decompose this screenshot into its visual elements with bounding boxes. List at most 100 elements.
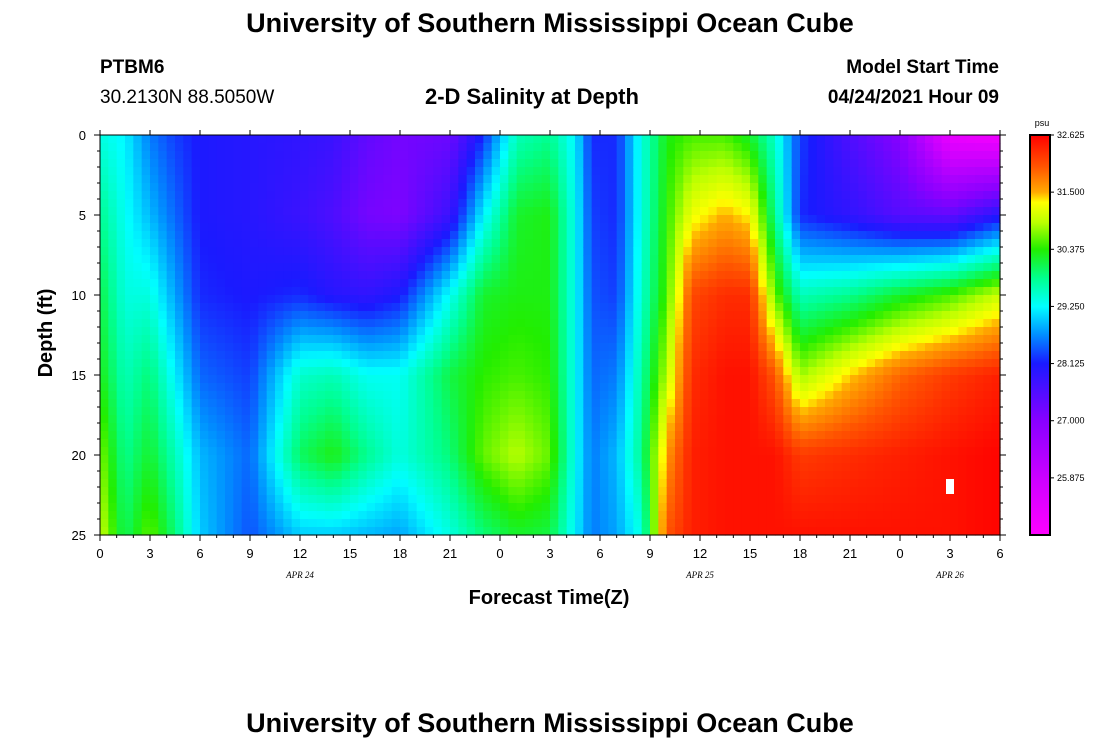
heatmap-cell	[625, 215, 634, 224]
heatmap-cell	[308, 511, 318, 520]
heatmap-cell	[141, 183, 151, 192]
heatmap-cell	[316, 423, 326, 432]
heatmap-cell	[283, 191, 293, 200]
heatmap-cell	[416, 439, 426, 448]
heatmap-cell	[216, 511, 226, 520]
heatmap-cell	[150, 511, 159, 520]
heatmap-cell	[358, 471, 368, 480]
heatmap-cell	[400, 511, 409, 520]
heatmap-cell	[783, 271, 793, 280]
heatmap-cell	[916, 343, 926, 352]
heatmap-cell	[300, 295, 309, 304]
heatmap-cell	[916, 175, 926, 184]
heatmap-cell	[258, 207, 268, 216]
heatmap-cell	[200, 311, 209, 320]
heatmap-cell	[458, 319, 468, 328]
heatmap-cell	[183, 303, 193, 312]
heatmap-cell	[541, 511, 551, 520]
heatmap-cell	[766, 503, 776, 512]
heatmap-cell	[458, 463, 468, 472]
heatmap-cell	[208, 423, 218, 432]
heatmap-cell	[591, 279, 601, 288]
heatmap-cell	[516, 175, 526, 184]
heatmap-cell	[850, 423, 859, 432]
heatmap-cell	[433, 223, 443, 232]
heatmap-cell	[833, 239, 843, 248]
heatmap-cell	[441, 383, 451, 392]
heatmap-cell	[683, 295, 693, 304]
heatmap-cell	[850, 199, 859, 208]
heatmap-cell	[783, 375, 793, 384]
heatmap-cell	[750, 303, 759, 312]
heatmap-cell	[408, 263, 418, 272]
heatmap-cell	[116, 215, 126, 224]
heatmap-cell	[758, 143, 768, 152]
heatmap-cell	[375, 159, 384, 168]
heatmap-cell	[241, 303, 251, 312]
heatmap-cell	[783, 223, 793, 232]
heatmap-cell	[166, 263, 176, 272]
heatmap-cell	[391, 511, 401, 520]
heatmap-cell	[375, 271, 384, 280]
heatmap-cell	[633, 175, 643, 184]
heatmap-cell	[133, 247, 143, 256]
heatmap-cell	[125, 247, 134, 256]
heatmap-cell	[233, 207, 243, 216]
heatmap-cell	[566, 495, 576, 504]
heatmap-cell	[500, 399, 509, 408]
heatmap-cell	[541, 383, 551, 392]
heatmap-cell	[891, 527, 901, 536]
heatmap-cell	[366, 431, 376, 440]
heatmap-cell	[541, 311, 551, 320]
heatmap-cell	[916, 143, 926, 152]
heatmap-cell	[816, 439, 826, 448]
heatmap-cell	[850, 303, 859, 312]
heatmap-cell	[291, 503, 301, 512]
heatmap-cell	[733, 183, 743, 192]
heatmap-cell	[341, 287, 351, 296]
heatmap-cell	[833, 447, 843, 456]
heatmap-cell	[641, 503, 651, 512]
heatmap-cell	[216, 175, 226, 184]
heatmap-cell	[558, 287, 568, 296]
heatmap-cell	[925, 423, 934, 432]
heatmap-cell	[800, 423, 809, 432]
heatmap-cell	[233, 359, 243, 368]
heatmap-cell	[775, 311, 784, 320]
heatmap-cell	[758, 463, 768, 472]
heatmap-cell	[400, 143, 409, 152]
heatmap-cell	[541, 415, 551, 424]
heatmap-cell	[425, 375, 434, 384]
heatmap-cell	[841, 527, 851, 536]
heatmap-cell	[741, 223, 751, 232]
heatmap-cell	[900, 519, 909, 528]
heatmap-cell	[908, 199, 918, 208]
heatmap-cell	[575, 303, 584, 312]
heatmap-cell	[466, 319, 476, 328]
heatmap-cell	[291, 335, 301, 344]
heatmap-cell	[591, 183, 601, 192]
heatmap-cell	[350, 511, 359, 520]
heatmap-cell	[875, 159, 884, 168]
heatmap-cell	[158, 367, 168, 376]
heatmap-cell	[833, 431, 843, 440]
heatmap-cell	[325, 335, 334, 344]
heatmap-cell	[375, 495, 384, 504]
heatmap-cell	[775, 407, 784, 416]
heatmap-cell	[666, 495, 676, 504]
heatmap-cell	[683, 415, 693, 424]
heatmap-cell	[608, 135, 618, 144]
heatmap-cell	[425, 519, 434, 528]
heatmap-cell	[733, 279, 743, 288]
heatmap-cell	[708, 455, 718, 464]
heatmap-cell	[850, 215, 859, 224]
heatmap-cell	[258, 471, 268, 480]
heatmap-cell	[225, 399, 234, 408]
heatmap-cell	[383, 295, 393, 304]
heatmap-cell	[816, 527, 826, 536]
heatmap-cell	[258, 311, 268, 320]
heatmap-cell	[366, 319, 376, 328]
heatmap-cell	[516, 415, 526, 424]
heatmap-cell	[583, 431, 593, 440]
heatmap-cell	[291, 487, 301, 496]
